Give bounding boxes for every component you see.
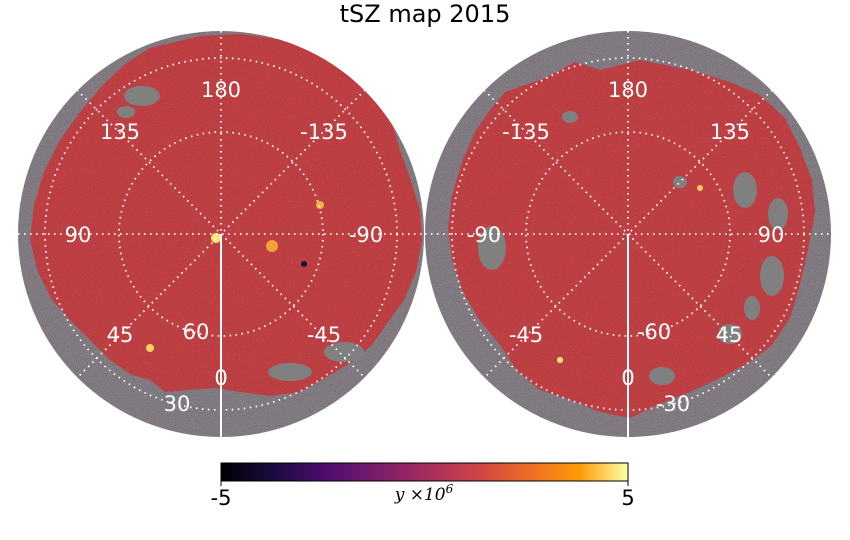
colorbar-label-base: y ×10 [394, 485, 446, 505]
left-label-135: 135 [100, 120, 140, 144]
right-hot-spot [557, 357, 563, 363]
left-label-neg90: -90 [349, 223, 383, 247]
left-mask-hole [117, 106, 135, 118]
left-label-180: 180 [201, 78, 241, 102]
colorbar-max-label: 5 [621, 486, 634, 510]
left-mask-hole [324, 342, 364, 362]
right-label-neg45: -45 [509, 323, 543, 347]
right-graticule-labels: 180 -135 135 -90 90 -45 45 0 -60 -30 [467, 78, 785, 416]
colorbar-min-label: -5 [211, 486, 232, 510]
right-hot-spot [697, 185, 703, 191]
right-label-neg135: -135 [502, 120, 550, 144]
colorbar-gradient [220, 462, 629, 482]
left-hemisphere [18, 31, 424, 437]
right-label-45: 45 [716, 323, 743, 347]
left-label-neg45: -45 [307, 323, 341, 347]
right-mask-hole [673, 176, 687, 188]
left-graticule-labels: 180 135 -135 90 -90 45 -45 0 60 30 [65, 78, 384, 416]
colorbar-label-exponent: 6 [446, 482, 454, 496]
right-label-135: 135 [710, 120, 750, 144]
right-label-90: 90 [758, 223, 785, 247]
right-mask-hole [478, 226, 506, 270]
left-label-neg135: -135 [300, 120, 348, 144]
left-label-0: 0 [214, 366, 227, 390]
right-label-neg90: -90 [467, 223, 501, 247]
left-mask-hole [124, 86, 160, 106]
right-label-0: 0 [621, 366, 634, 390]
right-label-180: 180 [608, 78, 648, 102]
right-mask-hole [562, 111, 578, 123]
colorbar: -5 5 y ×106 [211, 462, 635, 510]
right-mask-hole [768, 198, 788, 230]
right-mask-hole [649, 367, 675, 385]
left-hot-spot [146, 344, 154, 352]
colorbar-quantity-label: y ×106 [394, 482, 454, 505]
right-hemisphere [425, 31, 831, 437]
left-hot-spot [266, 240, 278, 252]
left-label-90: 90 [65, 223, 92, 247]
right-mask-hole [733, 172, 757, 208]
right-mask-hole [718, 324, 742, 344]
right-mask-hole [760, 256, 784, 296]
left-hot-spot [316, 201, 324, 209]
right-label-neg60: -60 [637, 320, 671, 344]
right-mask-hole [744, 296, 760, 320]
left-label-30: 30 [164, 392, 191, 416]
right-label-neg30: -30 [656, 392, 690, 416]
left-label-60: 60 [183, 320, 210, 344]
chart-title: tSZ map 2015 [340, 0, 511, 28]
left-label-45: 45 [107, 323, 134, 347]
left-cold-spot [301, 261, 307, 267]
left-mask-hole [268, 363, 312, 381]
